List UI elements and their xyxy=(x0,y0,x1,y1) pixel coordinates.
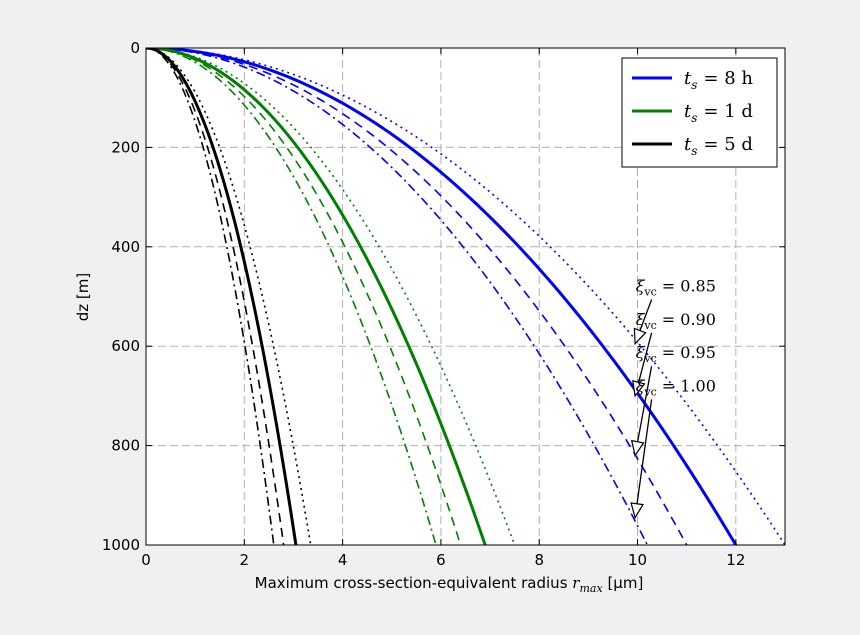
x-axis-label-prefix: Maximum cross-section-equivalent radius xyxy=(255,574,568,592)
annotation-arrow-head xyxy=(632,380,646,398)
annotation-label: ξvc = 1.00 xyxy=(636,376,716,398)
y-tick-label: 600 xyxy=(111,337,140,355)
series-line-dashed xyxy=(146,48,462,545)
series-line-dashdot xyxy=(146,48,275,545)
x-tick-label: 10 xyxy=(628,551,647,569)
series-line-dashdot xyxy=(146,48,649,545)
y-tick-label: 0 xyxy=(130,39,140,57)
annotation-arrow-head xyxy=(630,502,644,520)
x-axis-label-unit: [μm] xyxy=(607,574,643,592)
annotation-arrow-head xyxy=(633,327,647,346)
y-tick-label: 400 xyxy=(111,238,140,256)
y-tick-label: 1000 xyxy=(102,536,140,554)
series-line-dashdot xyxy=(146,48,437,545)
y-tick-label: 200 xyxy=(111,138,140,156)
annotations: ξvc = 0.85 ξvc = 0.90 ξvc = 0.95 ξvc = 1.00 xyxy=(630,277,716,520)
series-line-solid xyxy=(146,48,487,545)
annotation-arrow-line xyxy=(634,366,653,456)
x-tick-label: 6 xyxy=(436,551,446,569)
ticks: 0 2 4 6 8 10 12 0 200 400 600 800 1000 xyxy=(102,39,785,569)
annotation-arrow-head xyxy=(630,439,645,458)
x-tick-label: 4 xyxy=(338,551,348,569)
x-tick-label: 8 xyxy=(534,551,544,569)
series-line-dotted xyxy=(146,48,312,545)
x-axis-label: Maximum cross-section-equivalent radius … xyxy=(255,574,644,596)
legend-entry: ts = 8 h xyxy=(684,68,753,92)
x-axis-label-symbol: r xyxy=(572,574,580,592)
annotation-label: ξvc = 0.90 xyxy=(636,310,716,332)
legend-entry: ts = 5 d xyxy=(684,134,753,158)
legend: ts = 8 h ts = 1 d ts = 5 d xyxy=(621,57,778,168)
plot-frame xyxy=(145,47,786,546)
x-tick-label: 0 xyxy=(141,551,151,569)
x-axis-label-subscript: max xyxy=(579,582,603,595)
x-tick-label: 2 xyxy=(240,551,250,569)
x-tick-label: 12 xyxy=(726,551,745,569)
series-line-dashed xyxy=(146,48,688,545)
series-line-solid xyxy=(146,48,298,545)
annotation-arrow-line xyxy=(634,399,653,518)
y-axis-label: dz [m] xyxy=(74,273,92,321)
y-tick-label: 800 xyxy=(111,437,140,455)
annotation-label: ξvc = 0.85 xyxy=(636,277,716,299)
series-line-dotted xyxy=(146,48,785,545)
legend-entry: ts = 1 d xyxy=(684,101,753,125)
annotation-label: ξvc = 0.95 xyxy=(636,343,716,365)
